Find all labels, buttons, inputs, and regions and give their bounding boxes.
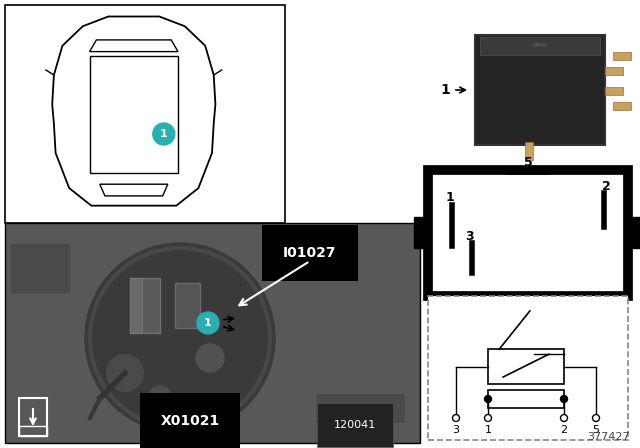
Bar <box>525 142 533 160</box>
Bar <box>428 170 628 296</box>
Circle shape <box>452 414 460 422</box>
Bar <box>475 35 605 145</box>
Bar <box>488 349 564 384</box>
Text: 2: 2 <box>561 425 568 435</box>
Text: BMW: BMW <box>533 43 547 47</box>
Bar <box>613 102 631 110</box>
Bar <box>488 390 564 408</box>
Text: X01021: X01021 <box>161 414 220 428</box>
Circle shape <box>153 123 175 145</box>
Bar <box>315 393 405 423</box>
Bar <box>414 217 428 248</box>
Bar <box>428 296 628 440</box>
Bar <box>19 426 47 436</box>
Bar <box>130 278 142 333</box>
Bar <box>628 217 640 248</box>
Circle shape <box>107 355 143 391</box>
Bar <box>5 5 285 223</box>
Bar <box>605 67 623 75</box>
Bar <box>613 52 631 60</box>
Text: 1: 1 <box>440 83 450 97</box>
Bar <box>605 87 623 95</box>
Circle shape <box>196 344 224 372</box>
Circle shape <box>561 414 568 422</box>
Circle shape <box>148 386 172 410</box>
Bar <box>480 37 600 55</box>
Circle shape <box>561 396 568 402</box>
Text: 1: 1 <box>484 425 492 435</box>
Text: 1: 1 <box>204 318 212 328</box>
Bar <box>10 243 70 293</box>
Circle shape <box>197 312 219 334</box>
Bar <box>130 278 160 333</box>
Text: 1: 1 <box>160 129 168 139</box>
Bar <box>5 223 420 443</box>
Text: 3: 3 <box>452 425 460 435</box>
Circle shape <box>593 414 600 422</box>
Text: 3: 3 <box>466 230 474 243</box>
Text: 1: 1 <box>445 191 454 204</box>
Circle shape <box>484 414 492 422</box>
Text: 5: 5 <box>524 156 532 169</box>
Text: I01027: I01027 <box>284 246 337 260</box>
Text: 5: 5 <box>593 425 600 435</box>
Bar <box>175 283 200 328</box>
Circle shape <box>484 396 492 402</box>
Text: 377427: 377427 <box>588 432 630 442</box>
Text: 120041: 120041 <box>334 420 376 430</box>
Circle shape <box>85 243 275 433</box>
Bar <box>19 398 47 436</box>
Text: 2: 2 <box>602 180 611 193</box>
